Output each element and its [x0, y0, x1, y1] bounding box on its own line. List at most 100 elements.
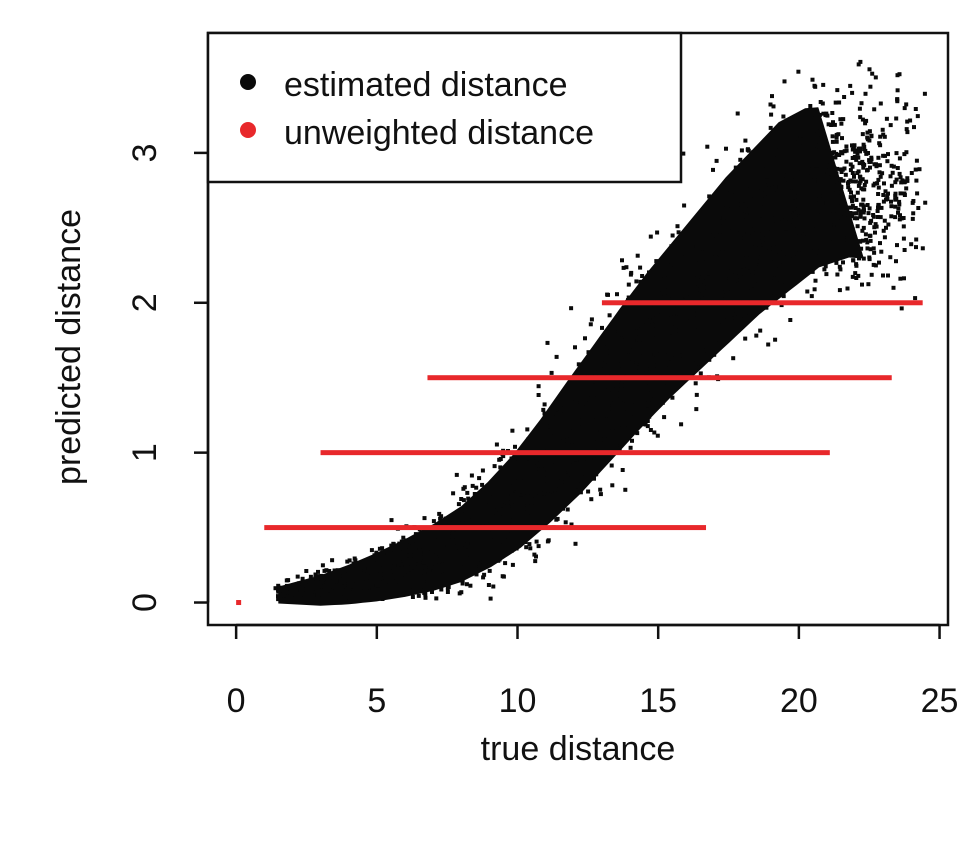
estimated-point [428, 528, 433, 533]
estimated-point [422, 564, 427, 569]
estimated-point [449, 546, 454, 551]
estimated-point [818, 137, 823, 142]
estimated-point [720, 206, 725, 211]
estimated-point [533, 504, 538, 509]
estimated-point [707, 297, 712, 302]
estimated-point [772, 204, 777, 208]
estimated-point [666, 323, 671, 328]
estimated-point [375, 561, 380, 566]
estimated-point [670, 360, 675, 365]
estimated-point [553, 470, 557, 475]
estimated-point [518, 479, 523, 484]
estimated-point [882, 218, 887, 223]
estimated-point [749, 253, 754, 258]
estimated-point [623, 487, 628, 492]
estimated-point [837, 153, 842, 157]
estimated-point [439, 577, 443, 582]
estimated-point [719, 203, 724, 208]
estimated-point [448, 565, 453, 569]
estimated-point [695, 349, 700, 354]
estimated-point [557, 464, 562, 468]
estimated-point [814, 253, 819, 258]
estimated-point [623, 379, 627, 384]
estimated-point [817, 197, 822, 202]
estimated-point [467, 530, 472, 535]
estimated-point [552, 411, 557, 416]
estimated-point [834, 151, 839, 156]
estimated-point [863, 121, 868, 126]
estimated-point [854, 197, 859, 202]
estimated-point [321, 577, 326, 582]
estimated-point [742, 239, 746, 244]
estimated-point [369, 574, 374, 579]
estimated-point [501, 469, 506, 474]
estimated-point [670, 233, 675, 238]
estimated-point [569, 424, 574, 428]
estimated-point [849, 190, 853, 195]
estimated-point [872, 181, 877, 186]
estimated-point [683, 251, 688, 256]
estimated-point [721, 333, 726, 338]
estimated-point [669, 293, 674, 298]
estimated-point [714, 158, 719, 163]
estimated-point [846, 216, 851, 221]
estimated-point [368, 589, 372, 594]
estimated-point [515, 488, 520, 493]
estimated-point [510, 507, 514, 512]
estimated-point [786, 220, 791, 225]
estimated-point [603, 346, 608, 351]
estimated-point [615, 387, 620, 392]
estimated-point [824, 272, 829, 277]
estimated-point [788, 185, 793, 190]
estimated-point [501, 543, 506, 548]
estimated-point [810, 77, 815, 82]
estimated-point [321, 574, 326, 579]
estimated-point [766, 342, 771, 347]
estimated-point [641, 319, 646, 324]
estimated-point [315, 592, 320, 597]
estimated-point [615, 292, 619, 297]
estimated-point [736, 261, 741, 266]
estimated-point [898, 191, 903, 196]
estimated-point [519, 455, 524, 460]
estimated-point [624, 402, 629, 407]
estimated-point [666, 392, 671, 397]
estimated-point [362, 585, 367, 590]
estimated-point [573, 396, 578, 401]
estimated-point [681, 314, 686, 319]
estimated-point [916, 206, 921, 210]
estimated-point [661, 286, 666, 291]
estimated-point [466, 571, 471, 576]
estimated-point [622, 332, 627, 337]
estimated-point [882, 181, 886, 186]
estimated-point [780, 255, 785, 260]
estimated-point [705, 144, 710, 149]
estimated-point [602, 437, 607, 442]
estimated-point [378, 576, 383, 581]
estimated-point [340, 585, 345, 589]
estimated-point [861, 165, 866, 170]
estimated-point [595, 392, 600, 397]
estimated-point [741, 232, 746, 237]
estimated-point [643, 336, 648, 341]
estimated-point [406, 571, 411, 576]
estimated-point [791, 225, 796, 230]
estimated-point [719, 323, 724, 328]
estimated-point [646, 397, 651, 402]
estimated-point [791, 150, 796, 155]
estimated-point [413, 546, 418, 551]
estimated-point [638, 395, 643, 399]
estimated-point [774, 218, 779, 223]
estimated-point [496, 536, 501, 541]
estimated-point [388, 572, 393, 577]
estimated-point [835, 272, 840, 277]
estimated-point [529, 506, 533, 511]
estimated-point [658, 366, 663, 371]
estimated-point [869, 272, 874, 277]
estimated-point [827, 212, 832, 217]
estimated-point [796, 69, 801, 74]
estimated-point [902, 180, 907, 185]
estimated-point [703, 318, 708, 323]
estimated-point [859, 246, 864, 251]
